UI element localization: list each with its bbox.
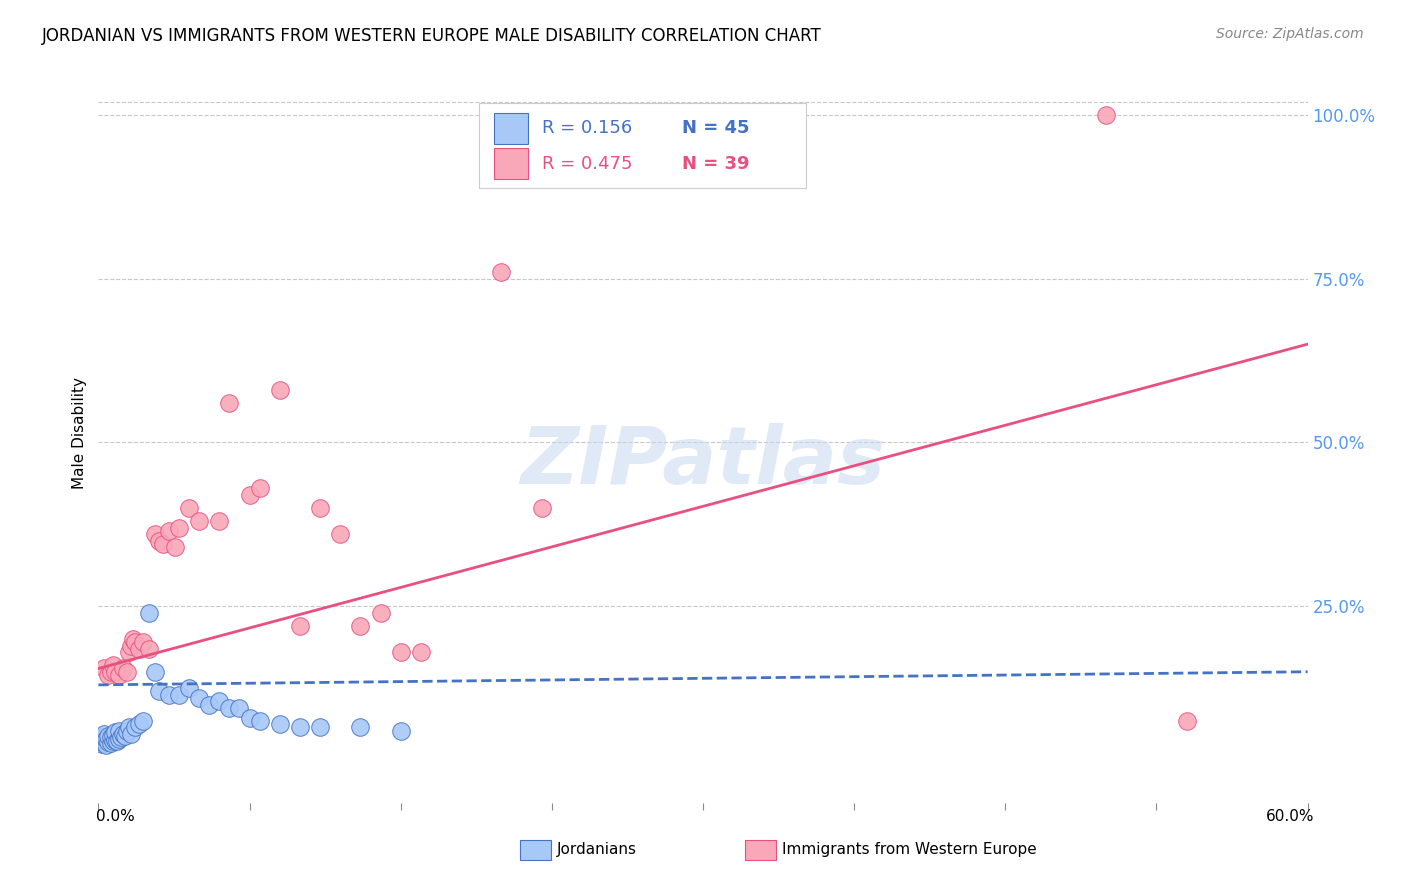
Text: 60.0%: 60.0%	[1267, 809, 1315, 823]
Point	[389, 723, 412, 738]
Point	[188, 690, 211, 705]
Point	[111, 727, 134, 741]
Point	[115, 665, 138, 679]
Point	[105, 734, 128, 748]
FancyBboxPatch shape	[479, 103, 806, 188]
Text: R = 0.475: R = 0.475	[543, 155, 633, 173]
Point	[118, 721, 141, 735]
Point	[349, 619, 371, 633]
Point	[101, 734, 124, 748]
Point	[163, 541, 186, 555]
Point	[101, 658, 124, 673]
Point	[179, 681, 201, 695]
Point	[148, 533, 170, 548]
Point	[389, 645, 412, 659]
Point	[132, 714, 155, 728]
Point	[103, 732, 125, 747]
Point	[107, 723, 129, 738]
Point	[124, 635, 146, 649]
Point	[101, 728, 124, 742]
Point	[530, 500, 553, 515]
Point	[269, 383, 291, 397]
Point	[93, 661, 115, 675]
FancyBboxPatch shape	[494, 112, 527, 144]
Point	[96, 731, 118, 746]
Point	[107, 668, 129, 682]
Point	[157, 688, 180, 702]
Point	[1095, 108, 1118, 122]
Point	[132, 635, 155, 649]
Text: Source: ZipAtlas.com: Source: ZipAtlas.com	[1216, 27, 1364, 41]
Point	[249, 481, 271, 495]
Point	[152, 537, 174, 551]
Point	[329, 527, 352, 541]
Point	[218, 700, 240, 714]
Point	[110, 731, 132, 745]
Point	[103, 725, 125, 739]
Point	[91, 737, 114, 751]
Text: N = 45: N = 45	[682, 120, 749, 137]
Point	[218, 396, 240, 410]
Point	[124, 721, 146, 735]
Point	[349, 721, 371, 735]
Point	[288, 619, 311, 633]
Text: 0.0%: 0.0%	[96, 809, 135, 823]
Point	[167, 688, 190, 702]
Text: N = 39: N = 39	[682, 155, 749, 173]
Point	[208, 514, 231, 528]
Point	[188, 514, 211, 528]
Point	[128, 641, 150, 656]
Point	[93, 735, 115, 749]
Point	[115, 723, 138, 738]
Point	[120, 727, 142, 741]
Point	[208, 694, 231, 708]
Point	[107, 731, 129, 746]
Point	[97, 729, 120, 743]
Point	[111, 661, 134, 675]
Point	[100, 665, 122, 679]
Point	[198, 698, 221, 712]
Point	[288, 721, 311, 735]
Point	[269, 717, 291, 731]
Point	[89, 733, 111, 747]
Point	[118, 645, 141, 659]
Text: Immigrants from Western Europe: Immigrants from Western Europe	[782, 842, 1036, 856]
Point	[239, 711, 262, 725]
Point	[309, 721, 332, 735]
FancyBboxPatch shape	[494, 148, 527, 179]
Point	[239, 488, 262, 502]
Point	[370, 606, 392, 620]
Point	[249, 714, 271, 728]
Point	[143, 665, 166, 679]
Point	[97, 735, 120, 749]
Point	[138, 641, 160, 656]
Point	[100, 735, 122, 749]
Text: JORDANIAN VS IMMIGRANTS FROM WESTERN EUROPE MALE DISABILITY CORRELATION CHART: JORDANIAN VS IMMIGRANTS FROM WESTERN EUR…	[42, 27, 823, 45]
Point	[97, 668, 120, 682]
Point	[114, 729, 136, 743]
Point	[409, 645, 432, 659]
Text: R = 0.156: R = 0.156	[543, 120, 633, 137]
Point	[167, 521, 190, 535]
Point	[96, 738, 118, 752]
Point	[138, 606, 160, 620]
Point	[179, 500, 201, 515]
Point	[93, 727, 115, 741]
Point	[120, 639, 142, 653]
Text: ZIPatlas: ZIPatlas	[520, 423, 886, 501]
Point	[91, 731, 114, 745]
Point	[228, 700, 250, 714]
Point	[121, 632, 143, 646]
Point	[491, 265, 513, 279]
Point	[143, 527, 166, 541]
Text: Jordanians: Jordanians	[557, 842, 637, 856]
Point	[157, 524, 180, 538]
Point	[309, 500, 332, 515]
Point	[128, 717, 150, 731]
Point	[148, 684, 170, 698]
Point	[1175, 714, 1198, 728]
Point	[103, 665, 125, 679]
Point	[100, 731, 122, 745]
Y-axis label: Male Disability: Male Disability	[72, 376, 87, 489]
